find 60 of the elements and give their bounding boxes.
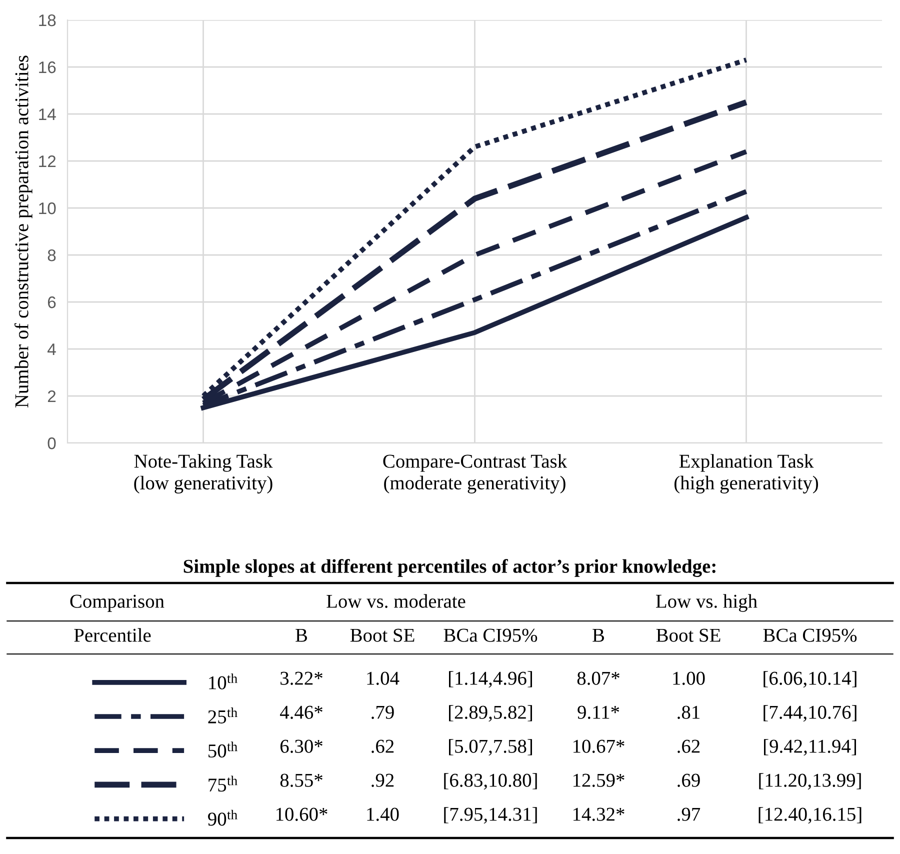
text: [6.06,10.14]: [764, 671, 856, 688]
text: .62: [372, 740, 394, 753]
text: .69: [678, 774, 700, 787]
text: 3.22*: [280, 672, 322, 685]
text: 4.46*: [280, 706, 322, 719]
text: Simple slopes at different percentiles of actor’s prior knowledge:: [184, 559, 716, 577]
text: BCa CI95%: [444, 628, 538, 642]
x-tick-label: Note-Taking Task (low generativity): [134, 454, 273, 494]
x-tick-label: Explanation Task (high generativity): [674, 454, 818, 494]
legend-label: 10$^{th}$: [209, 673, 238, 690]
text: Percentile: [74, 628, 151, 642]
legend-label: 90$^{th}$: [208, 810, 238, 826]
text: [11.20,13.99]: [759, 773, 861, 790]
text: [9.42,11.94]: [764, 739, 856, 756]
text: Boot SE: [350, 628, 414, 642]
text: [1.14,4.96]: [449, 671, 532, 688]
text: Comparison: [70, 594, 164, 612]
text: [5.07,7.58]: [449, 739, 532, 756]
y-tick-label: 12: [39, 155, 56, 168]
text: 8.55*: [280, 774, 322, 787]
text: .81: [678, 706, 700, 719]
text: .62: [678, 740, 700, 753]
x-tick-label: Compare-Contrast Task (moderate generativity): [383, 454, 568, 494]
y-tick-label: 0: [48, 437, 56, 450]
text: B: [296, 628, 308, 642]
text: [6.83,10.80]: [444, 773, 537, 790]
y-tick-label: 18: [39, 14, 56, 26]
text: [7.44,10.76]: [764, 705, 856, 722]
text: [7.95,14.31]: [444, 807, 537, 824]
y-tick-label: 14: [39, 108, 56, 120]
text: 10.67*: [573, 740, 624, 753]
text: 1.40: [367, 808, 399, 821]
text: Low vs. high: [656, 594, 758, 612]
text: 1.04: [367, 672, 400, 685]
text: Low vs. moderate: [326, 594, 466, 608]
y-tick-label: 6: [48, 296, 56, 308]
text: 14.32*: [573, 808, 624, 821]
text: [2.89,5.82]: [449, 705, 532, 722]
y-tick-label: 2: [48, 390, 56, 402]
y-tick-label: 4: [48, 344, 56, 356]
text: 1.00: [673, 672, 705, 685]
text: BCa CI95%: [763, 628, 857, 642]
text: B: [592, 628, 604, 642]
legend-label: 75$^{th}$: [208, 776, 238, 792]
y-tick-label: 10: [39, 202, 56, 214]
text: 9.11*: [578, 706, 620, 719]
legend-label: 25$^{th}$: [208, 708, 238, 724]
y-axis-title: Number of constructive preparation activities: [14, 56, 32, 408]
text: Boot SE: [656, 628, 720, 642]
y-tick-label: 8: [48, 249, 56, 262]
text: 6.30*: [280, 740, 322, 753]
y-tick-label: 16: [39, 61, 56, 74]
text: 10.60*: [276, 808, 328, 821]
text: 8.07*: [577, 672, 620, 685]
text: [12.40,16.15]: [758, 807, 862, 824]
text: .92: [372, 774, 394, 787]
text: 12.59*: [573, 774, 624, 787]
text: .97: [678, 808, 700, 821]
text: .79: [372, 706, 394, 719]
legend-label: 50$^{th}$: [208, 742, 238, 758]
